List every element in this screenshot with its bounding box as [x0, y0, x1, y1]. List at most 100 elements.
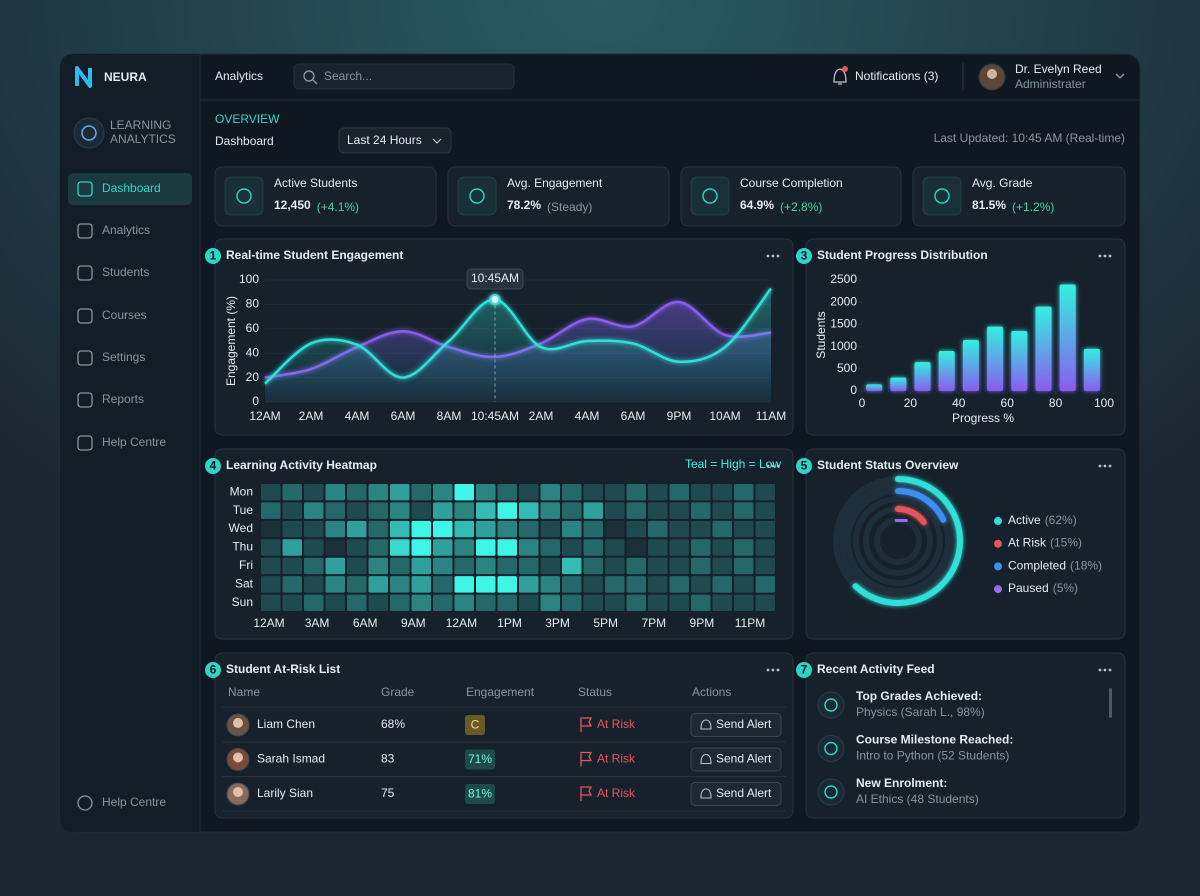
nav-item[interactable]: Help Centre	[102, 435, 166, 449]
panel-menu-dot[interactable]	[1098, 668, 1102, 672]
heat-cell	[476, 557, 496, 575]
heat-cell	[261, 576, 281, 593]
send-alert-button[interactable]	[690, 713, 782, 737]
heat-cell	[347, 484, 367, 501]
heat-cell	[755, 539, 775, 556]
y-tick-label: 1500	[830, 317, 857, 331]
status: At Risk	[597, 717, 636, 731]
panel-menu-dot[interactable]	[776, 668, 780, 672]
panel-menu-dot[interactable]	[1108, 668, 1112, 672]
heat-cell	[583, 594, 603, 611]
heat-cell	[390, 576, 410, 593]
heat-cell	[755, 576, 775, 593]
status: At Risk	[597, 752, 636, 766]
bell-icon	[700, 719, 712, 730]
heat-cell	[476, 576, 496, 593]
x-label: 5PM	[593, 616, 618, 630]
heat-cell	[454, 520, 474, 538]
panel-menu-dot[interactable]	[1098, 464, 1102, 468]
panel-menu-dot[interactable]	[771, 668, 775, 672]
panel-menu-dot[interactable]	[1103, 668, 1107, 672]
heat-cell	[368, 539, 388, 556]
nav-item[interactable]: Courses	[102, 308, 147, 322]
panel-title: Real-time Student Engagement	[226, 248, 403, 262]
heat-cell	[304, 594, 324, 611]
panel-menu-dot[interactable]	[1108, 464, 1112, 468]
heat-cell	[433, 484, 453, 501]
legend-dot	[994, 585, 1002, 594]
heat-cell	[497, 484, 517, 501]
column-header: Status	[578, 685, 612, 699]
user-menu-chevron[interactable]	[1115, 73, 1125, 79]
heat-cell	[712, 557, 732, 575]
heat-cell	[454, 576, 474, 593]
page-title: Dashboard	[215, 134, 274, 148]
heat-cell	[755, 594, 775, 611]
heat-cell	[669, 502, 689, 519]
panel-menu-dot[interactable]	[766, 464, 770, 468]
panel-menu-dot[interactable]	[1103, 464, 1107, 468]
heat-cell	[390, 520, 410, 538]
column-header: Engagement	[466, 685, 535, 699]
x-tick-label: 6AM	[391, 409, 416, 423]
send-alert-button[interactable]	[690, 747, 782, 772]
heat-cell	[497, 520, 517, 538]
heat-cell	[282, 484, 302, 501]
heat-cell	[734, 520, 754, 538]
heat-cell	[433, 502, 453, 519]
heat-cell	[626, 502, 646, 519]
legend-name: Active	[1008, 513, 1041, 527]
heat-cell	[583, 502, 603, 519]
nav-icon	[77, 308, 93, 324]
heat-cell	[261, 594, 281, 611]
heat-cell	[433, 539, 453, 556]
heat-cell	[540, 484, 560, 501]
panel-menu-dot[interactable]	[766, 668, 770, 672]
sidebar-footer[interactable]: Help Centre	[102, 795, 166, 809]
kpi-value: 81.5%	[972, 198, 1006, 212]
bar	[1011, 331, 1028, 391]
send-alert-label: Send Alert	[716, 786, 772, 800]
x-tick-label: 4AM	[575, 409, 600, 423]
panel-menu-dot[interactable]	[776, 254, 780, 258]
panel-menu-dot[interactable]	[1108, 254, 1112, 258]
student-grade: 75	[381, 786, 395, 800]
heat-cell	[476, 502, 496, 519]
heat-cell	[497, 576, 517, 593]
notifications[interactable]: Notifications (3)	[855, 69, 938, 83]
heat-cell	[347, 520, 367, 538]
nav-item[interactable]: Settings	[102, 350, 145, 364]
panel-menu-dot[interactable]	[771, 464, 775, 468]
heat-cell	[583, 557, 603, 575]
heat-cell	[282, 539, 302, 556]
x-tick-label: 4AM	[345, 409, 370, 423]
panel-menu-dot[interactable]	[771, 254, 775, 258]
range-dropdown[interactable]	[338, 127, 452, 154]
panel-menu-dot[interactable]	[1098, 254, 1102, 258]
send-alert-button[interactable]	[690, 782, 782, 806]
panel-menu-dot[interactable]	[776, 464, 780, 468]
heat-cell	[583, 539, 603, 556]
student-avatar-face	[233, 752, 243, 763]
panel-title: Student Progress Distribution	[817, 248, 988, 262]
heat-cell	[648, 502, 668, 519]
activity-icon-bg	[817, 778, 845, 806]
nav-item[interactable]: Students	[102, 265, 149, 279]
kpi-icon-box	[224, 176, 264, 216]
search-box[interactable]	[293, 63, 515, 90]
y-tick-label: 80	[246, 297, 260, 311]
nav-item[interactable]: Analytics	[102, 223, 150, 237]
ring-arc	[895, 517, 908, 525]
panel-menu-dot[interactable]	[1103, 254, 1107, 258]
legend-value: (18%)	[1070, 559, 1102, 573]
x-label: 9PM	[690, 616, 715, 630]
heat-cell	[669, 576, 689, 593]
nav-item[interactable]: Reports	[102, 392, 144, 406]
x-tick-label: 8AM	[437, 409, 462, 423]
status: At Risk	[597, 786, 636, 800]
nav-item[interactable]: Dashboard	[102, 181, 161, 195]
panel-menu-dot[interactable]	[766, 254, 770, 258]
heat-cell	[626, 484, 646, 501]
x-tick-label: 9PM	[667, 409, 692, 423]
heat-cell	[411, 484, 431, 501]
